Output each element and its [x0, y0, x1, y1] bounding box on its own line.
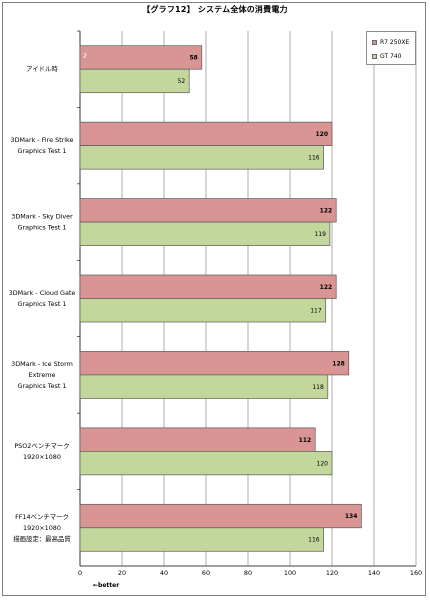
bar-gt [79, 451, 333, 476]
x-tick-label: 40 [160, 569, 168, 577]
chart-title: 【グラフ12】 システム全体の消費電力 [142, 5, 288, 14]
corner-mark: 2 [83, 52, 87, 60]
category-label: 3DMark - Cloud Gate Graphics Test 1 [9, 289, 76, 308]
data-label: 118 [312, 384, 324, 391]
data-label: 119 [314, 231, 326, 238]
bar-r7 [79, 121, 333, 146]
data-label: 134 [345, 513, 358, 520]
bar-gt [79, 221, 331, 246]
data-label: 122 [320, 208, 333, 215]
data-label: 112 [299, 437, 312, 444]
data-label: 116 [308, 537, 320, 544]
data-label: 128 [332, 360, 345, 367]
data-label: 52 [178, 78, 186, 85]
bar-r7 [79, 274, 337, 299]
x-tick-label: 80 [244, 569, 252, 577]
x-tick-label: 60 [202, 569, 210, 577]
x-tick-label: 160 [410, 569, 422, 577]
data-label: 58 [189, 55, 197, 62]
x-axis-ticks: 0 20 40 60 80 100 120 140 160 [78, 569, 422, 577]
legend-swatch-r7 [372, 40, 377, 45]
data-label: 122 [320, 284, 333, 291]
legend-label-r7: R7 250XE [380, 39, 410, 46]
bar-r7 [79, 198, 337, 223]
category-label: PSO2ベンチマーク 1920×1080 [14, 442, 69, 461]
bar-r7 [79, 427, 316, 452]
x-tick-label: 100 [284, 569, 296, 577]
x-tick-label: 120 [326, 569, 338, 577]
data-label: 117 [310, 307, 322, 314]
bar-gt [79, 298, 327, 323]
bar-gt [79, 527, 324, 552]
x-tick-label: 20 [118, 569, 126, 577]
bar-gt [79, 374, 329, 399]
bar-r7 [79, 45, 203, 70]
data-label: 116 [308, 155, 320, 162]
category-label: 3DMark - Fire Strike Graphics Test 1 [11, 136, 74, 155]
category-label: FF14ベンチマーク 1920×1080 描画設定：最高品質 [13, 513, 71, 543]
bar-gt [79, 68, 190, 94]
x-tick-label: 140 [368, 569, 380, 577]
category-label: 3DMark - Ice Storm Extreme Graphics Test 1 [11, 360, 73, 390]
legend: R7 250XE GT 740 [366, 31, 416, 65]
bar-gt [79, 145, 324, 170]
bar-r7 [79, 351, 350, 376]
data-label: 120 [315, 131, 328, 138]
better-annotation: ←better [93, 582, 120, 589]
x-tick-label: 0 [78, 569, 82, 577]
legend-label-gt: GT 740 [380, 53, 402, 60]
category-label: 3DMark - Sky Diver Graphics Test 1 [11, 213, 73, 232]
bars [79, 45, 362, 552]
category-labels: 58 52 アイドル時 120 116 3DMark - Fire Strike Graph… [9, 52, 358, 544]
legend-item-gt: GT 740 [372, 53, 401, 60]
data-label: 120 [317, 460, 329, 467]
legend-item-r7: R7 250XE [372, 39, 409, 46]
legend-swatch-gt [372, 54, 377, 59]
bar-r7 [79, 503, 362, 529]
category-label: アイドル時 [26, 65, 58, 73]
